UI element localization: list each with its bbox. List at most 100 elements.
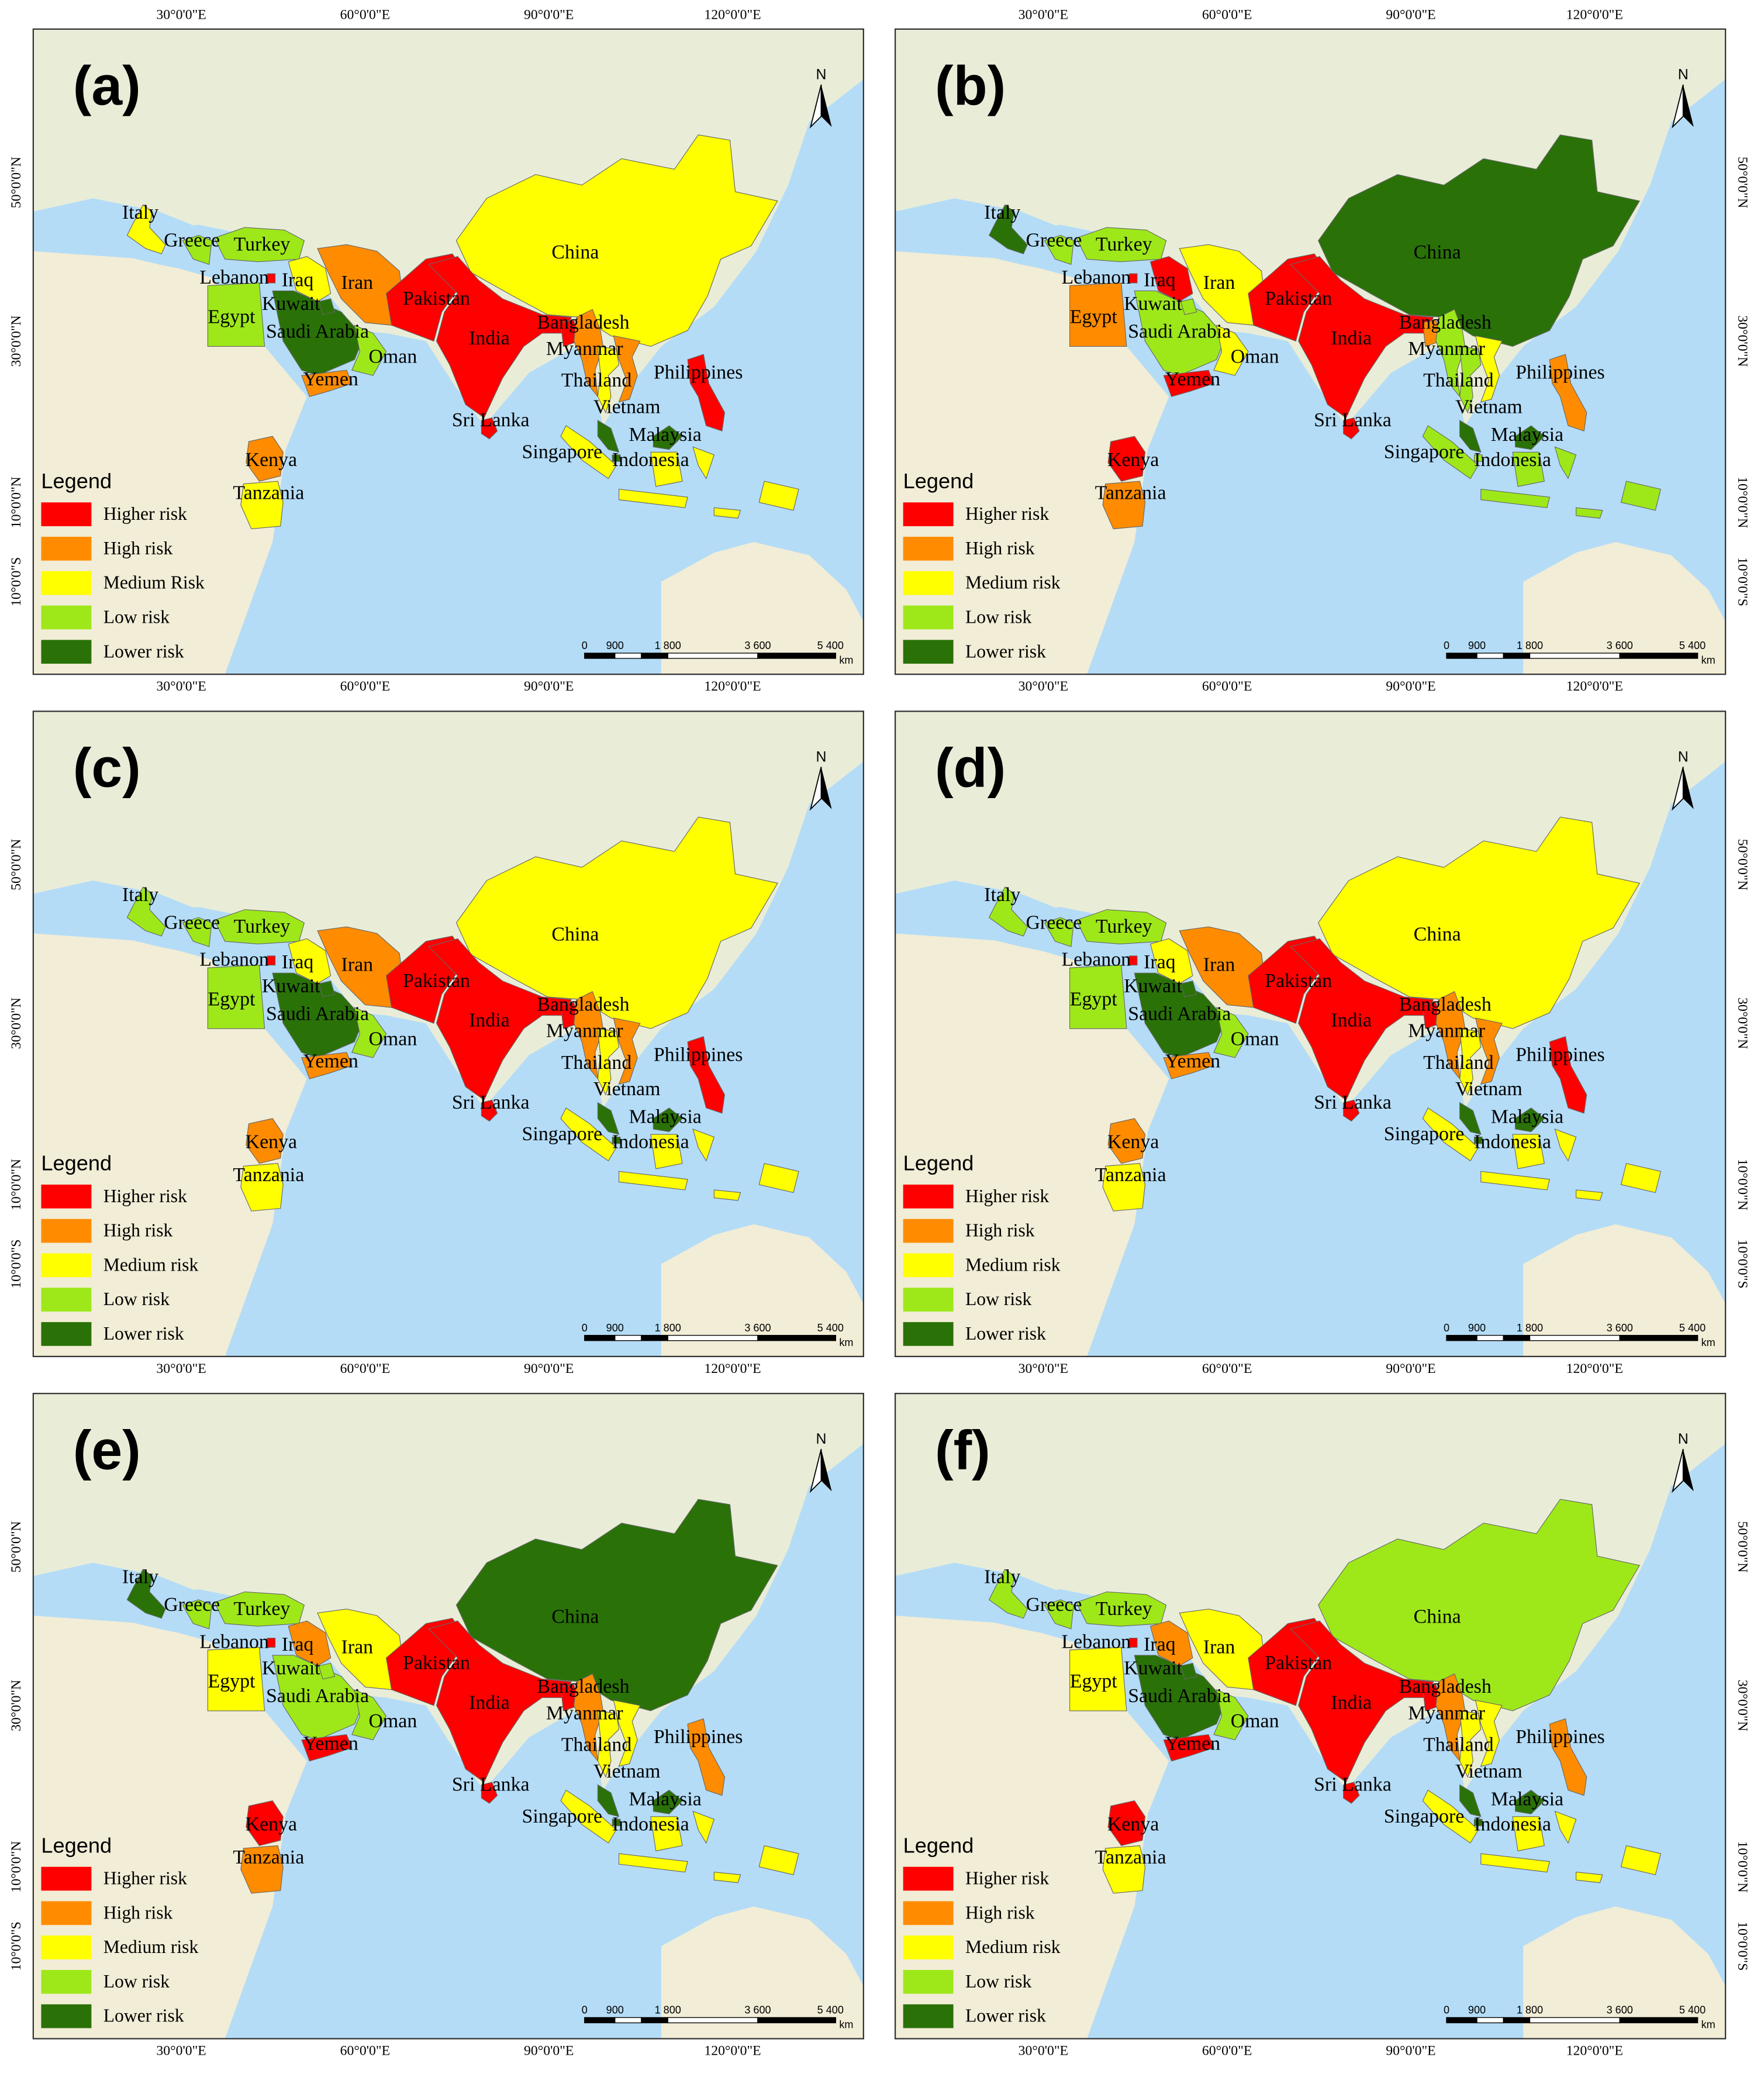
map-panel: China Italy Greece Turkey Lebanon Iraq Iran Pak… — [894, 8, 1750, 694]
country — [1435, 309, 1466, 398]
country — [1107, 1118, 1146, 1164]
country-label: Iran — [1203, 272, 1235, 294]
panel-label: (f) — [935, 1419, 990, 1481]
panel-frame — [32, 1393, 864, 2039]
country-label: Egypt — [1070, 988, 1118, 1010]
land — [661, 542, 864, 675]
legend-swatch — [41, 1322, 92, 1346]
longitude-label: 120°0'0"E — [1566, 679, 1623, 694]
country — [1102, 481, 1146, 530]
country — [687, 1036, 726, 1114]
legend-swatch — [903, 571, 954, 595]
scale-label: 1 800 — [655, 1322, 681, 1334]
scale-label: 3 600 — [1607, 640, 1633, 651]
country-label: Iraq — [282, 951, 314, 973]
country — [1343, 1099, 1360, 1122]
legend-label: Low risk — [103, 1289, 170, 1309]
country — [213, 227, 305, 263]
country — [213, 909, 305, 945]
country — [351, 1007, 387, 1058]
country — [126, 204, 166, 254]
scale-segment — [1503, 1335, 1531, 1341]
longitude-label: 120°0'0"E — [1566, 1361, 1623, 1376]
country — [1549, 1718, 1587, 1796]
country-label: Kuwait — [1124, 1658, 1182, 1679]
country — [318, 1662, 336, 1680]
scale-label: 900 — [1468, 1322, 1486, 1334]
scale-segment — [1529, 2017, 1620, 2024]
country — [1128, 1637, 1138, 1648]
country — [427, 256, 572, 419]
legend-swatch — [41, 502, 92, 526]
country — [612, 1136, 621, 1144]
scale-segment — [641, 653, 668, 659]
longitude-label: 90°0'0"E — [524, 679, 574, 694]
country-label: Saudi Arabia — [266, 1003, 369, 1024]
country-label: Malaysia — [1491, 1788, 1563, 1810]
legend-swatch — [903, 1219, 954, 1243]
country-label: Iraq — [282, 269, 314, 291]
country-label: Sri Lanka — [1314, 1774, 1392, 1796]
country-label: Egypt — [208, 988, 256, 1010]
country — [318, 981, 336, 998]
country-label: Singapore — [1384, 441, 1464, 463]
country-label: Saudi Arabia — [1128, 1003, 1231, 1024]
scale-segment — [615, 2017, 642, 2024]
map-body: China Italy Greece Turkey Lebanon Iraq Iran Pak… — [33, 711, 864, 1357]
country — [1318, 816, 1641, 1029]
scale-segment — [1619, 1335, 1699, 1341]
country-label: Sri Lanka — [1314, 409, 1392, 431]
country-label: Iran — [341, 1636, 374, 1658]
country-label: Sri Lanka — [452, 1774, 530, 1796]
legend-swatch — [903, 1901, 954, 1925]
scale-segment — [1529, 653, 1620, 659]
scale-segment — [584, 653, 616, 659]
country-label: Pakistan — [1265, 288, 1332, 309]
legend-label: Higher risk — [103, 503, 187, 524]
scale-segment — [1529, 1335, 1620, 1341]
country-label: Italy — [122, 1566, 158, 1588]
scale-label: 3 600 — [1607, 1322, 1633, 1334]
country — [318, 298, 336, 315]
country — [597, 1102, 683, 1135]
legend-title: Legend — [903, 469, 974, 493]
country-label: Kuwait — [262, 975, 320, 997]
legend-label: Lower risk — [965, 1323, 1046, 1344]
country-label: Lebanon — [199, 1631, 269, 1652]
legend-label: Medium risk — [103, 1254, 199, 1275]
country — [1475, 1700, 1503, 1767]
country-label: Turkey — [1096, 916, 1152, 937]
legend-swatch — [41, 1219, 92, 1243]
country-label: Iraq — [1144, 951, 1176, 973]
country-label: Kuwait — [1124, 293, 1182, 315]
country-label: Singapore — [522, 441, 602, 463]
land — [1523, 1224, 1726, 1357]
country — [427, 1620, 572, 1783]
country-label: Tanzania — [233, 1847, 304, 1868]
country — [1213, 1007, 1249, 1058]
north-arrow — [821, 84, 832, 127]
country-label: Italy — [984, 884, 1020, 906]
country-label: Vietnam — [1455, 1761, 1523, 1782]
scale-segment — [1476, 1335, 1504, 1341]
latitude-label: 30°0'0"N — [9, 315, 24, 367]
country — [560, 1107, 799, 1201]
country — [1549, 354, 1587, 432]
legend-title: Legend — [41, 1833, 112, 1857]
scale-segment — [1503, 2017, 1531, 2024]
longitude-label: 90°0'0"E — [1386, 8, 1435, 23]
country — [455, 134, 778, 347]
legend-swatch — [41, 1253, 92, 1278]
country-label: Vietnam — [1455, 1078, 1523, 1100]
country-label: Iran — [1203, 1636, 1235, 1658]
scale-unit: km — [1701, 1337, 1715, 1348]
country-label: Singapore — [1384, 1123, 1464, 1145]
legend-swatch — [903, 605, 954, 630]
country-label: Vietnam — [1455, 396, 1523, 417]
legend-swatch — [903, 1866, 954, 1891]
map-body: China Italy Greece Turkey Lebanon Iraq Iran Pak… — [33, 1393, 864, 2039]
longitude-label: 90°0'0"E — [524, 2044, 574, 2059]
map-body: China Italy Greece Turkey Lebanon Iraq Iran Pak… — [895, 29, 1726, 675]
longitude-label: 60°0'0"E — [1202, 2044, 1252, 2059]
country-label: Vietnam — [593, 1761, 661, 1782]
